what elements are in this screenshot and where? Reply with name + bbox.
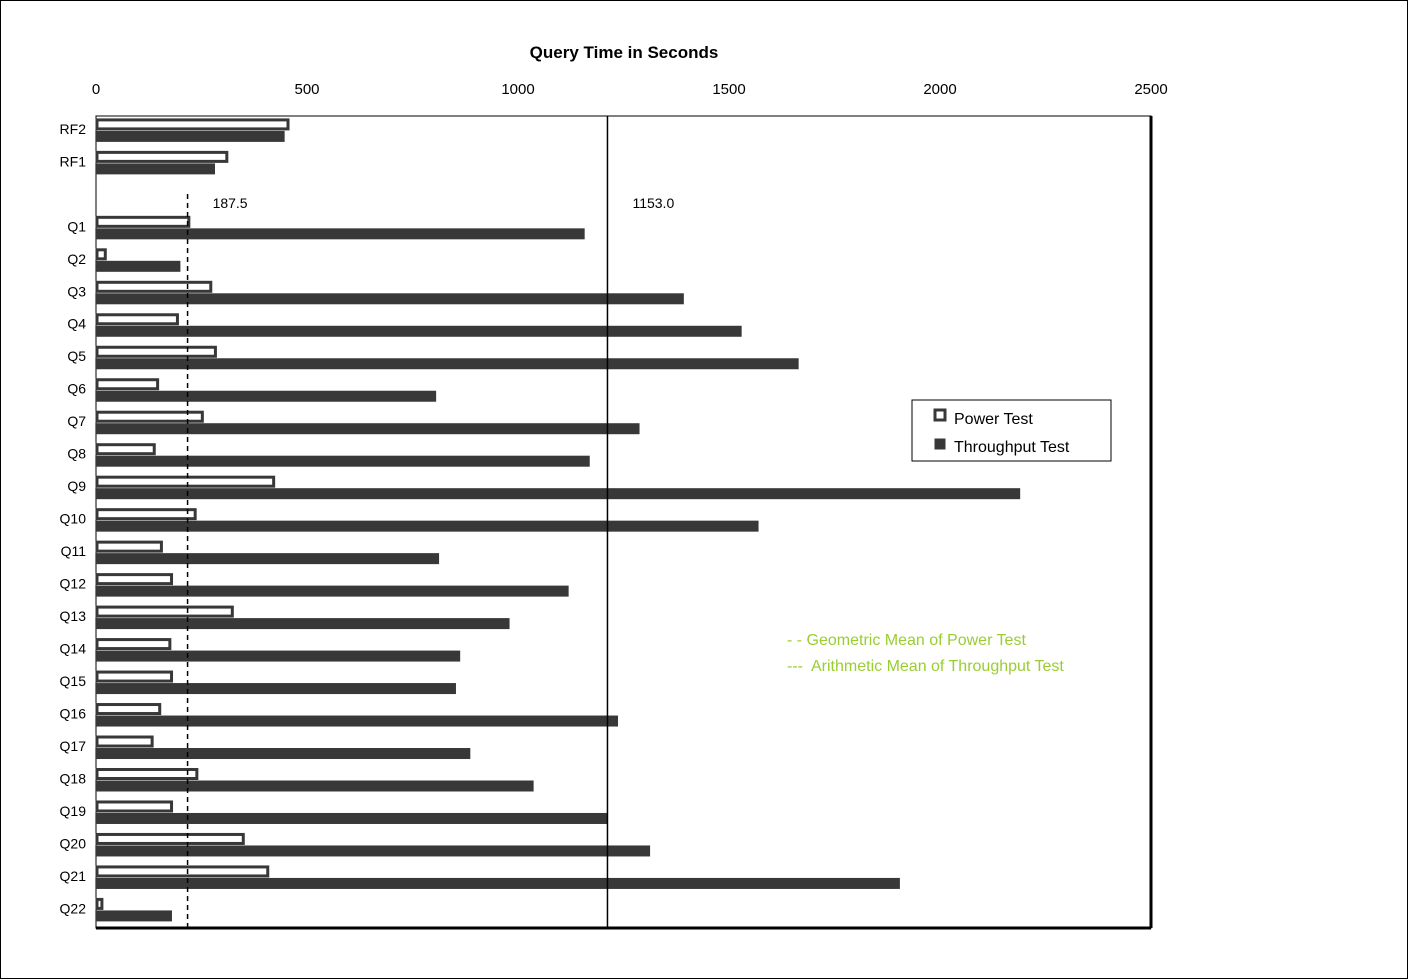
chart-title: Query Time in Seconds bbox=[530, 43, 719, 62]
bar-throughput bbox=[96, 910, 172, 922]
legend-label-power: Power Test bbox=[954, 411, 1033, 428]
category-label: Q20 bbox=[60, 835, 87, 851]
geometric-mean-label: 187.5 bbox=[213, 195, 248, 211]
bar-power bbox=[95, 280, 213, 293]
category-label: Q2 bbox=[67, 251, 86, 267]
bar-power bbox=[95, 638, 172, 651]
bar-power bbox=[95, 410, 204, 423]
bar-power bbox=[95, 767, 199, 780]
category-label: Q1 bbox=[67, 218, 86, 234]
category-label: Q8 bbox=[67, 446, 86, 462]
bar-power bbox=[95, 248, 107, 261]
bar-throughput bbox=[96, 845, 651, 857]
reference-lines: 187.5 1153.0 bbox=[186, 116, 674, 928]
plot-border bbox=[96, 116, 1153, 930]
legend-swatch-power bbox=[933, 408, 947, 422]
bar-throughput bbox=[96, 748, 471, 760]
bar-throughput bbox=[96, 683, 456, 695]
category-label: Q15 bbox=[60, 673, 87, 689]
arithmetic-mean-label: 1153.0 bbox=[632, 195, 674, 211]
bar-power bbox=[95, 475, 276, 488]
legend-swatch-throughput bbox=[934, 438, 946, 450]
bar-power bbox=[95, 865, 270, 878]
bar-power bbox=[95, 605, 234, 618]
note-geometric-mean: - - Geometric Mean of Power Test bbox=[787, 632, 1026, 649]
x-tick-label: 500 bbox=[294, 81, 319, 98]
bar-throughput bbox=[96, 618, 510, 630]
category-label: RF1 bbox=[60, 153, 87, 169]
bars bbox=[95, 118, 1021, 922]
bar-throughput bbox=[96, 163, 216, 175]
category-label: Q21 bbox=[60, 868, 87, 884]
bar-power bbox=[95, 508, 197, 521]
category-label: RF2 bbox=[60, 121, 87, 137]
category-label: Q3 bbox=[67, 283, 86, 299]
category-label: Q18 bbox=[60, 770, 87, 786]
bar-power bbox=[95, 703, 162, 716]
bar-power bbox=[95, 215, 191, 228]
bar-throughput bbox=[96, 358, 799, 370]
category-label: Q6 bbox=[67, 381, 86, 397]
bar-throughput bbox=[96, 455, 590, 467]
legend-label-throughput: Throughput Test bbox=[954, 439, 1070, 456]
bar-throughput bbox=[96, 877, 900, 889]
bar-power bbox=[95, 443, 156, 456]
category-label: Q14 bbox=[60, 641, 87, 657]
bar-power bbox=[95, 345, 217, 358]
bar-power bbox=[95, 800, 174, 813]
bar-throughput bbox=[96, 293, 684, 305]
category-label: Q5 bbox=[67, 348, 86, 364]
bar-power bbox=[95, 573, 174, 586]
x-tick-label: 2000 bbox=[923, 81, 956, 98]
bar-throughput bbox=[96, 520, 759, 532]
bar-throughput bbox=[96, 423, 640, 435]
bar-throughput bbox=[96, 488, 1021, 500]
bar-throughput bbox=[96, 812, 608, 824]
note-arithmetic-mean: --- Arithmetic Mean of Throughput Test bbox=[787, 658, 1064, 675]
x-axis-ticks: 0 500 1000 1500 2000 2500 bbox=[92, 81, 1168, 98]
bar-power bbox=[95, 832, 245, 845]
bar-throughput bbox=[96, 130, 285, 142]
category-label: Q12 bbox=[60, 576, 87, 592]
category-label: Q22 bbox=[60, 900, 87, 916]
bar-power bbox=[95, 670, 174, 683]
category-label: Q16 bbox=[60, 706, 87, 722]
bar-throughput bbox=[96, 228, 585, 240]
bar-throughput bbox=[96, 260, 181, 272]
bar-throughput bbox=[96, 585, 569, 597]
bar-power bbox=[95, 735, 154, 748]
category-label: Q4 bbox=[67, 316, 86, 332]
x-tick-label: 1000 bbox=[501, 81, 534, 98]
category-label: Q11 bbox=[61, 543, 87, 559]
x-tick-label: 1500 bbox=[712, 81, 745, 98]
bar-power bbox=[95, 118, 290, 131]
bar-power bbox=[95, 313, 179, 326]
category-label: Q7 bbox=[67, 413, 86, 429]
bar-throughput bbox=[96, 780, 534, 792]
x-tick-label: 0 bbox=[92, 81, 100, 98]
bar-throughput bbox=[96, 650, 461, 662]
category-label: Q19 bbox=[60, 803, 87, 819]
bar-power bbox=[95, 378, 160, 391]
x-tick-label: 2500 bbox=[1134, 81, 1167, 98]
category-labels: RF2 RF1 Q1 Q2 Q3 Q4 Q5 Q6 Q7 Q8 Q9 Q10 Q11 Q12 Q13 Q14 Q… bbox=[60, 121, 87, 917]
bar-throughput bbox=[96, 325, 742, 337]
bar-throughput bbox=[96, 715, 619, 727]
bar-power bbox=[95, 897, 104, 910]
bar-throughput bbox=[96, 553, 440, 565]
legend: Power Test Throughput Test bbox=[911, 399, 1112, 462]
bar-throughput bbox=[96, 390, 437, 402]
category-label: Q10 bbox=[60, 511, 87, 527]
category-label: Q13 bbox=[60, 608, 87, 624]
category-label: Q9 bbox=[67, 478, 86, 494]
bar-power bbox=[95, 150, 229, 163]
category-label: Q17 bbox=[60, 738, 87, 754]
bar-power bbox=[95, 540, 163, 553]
